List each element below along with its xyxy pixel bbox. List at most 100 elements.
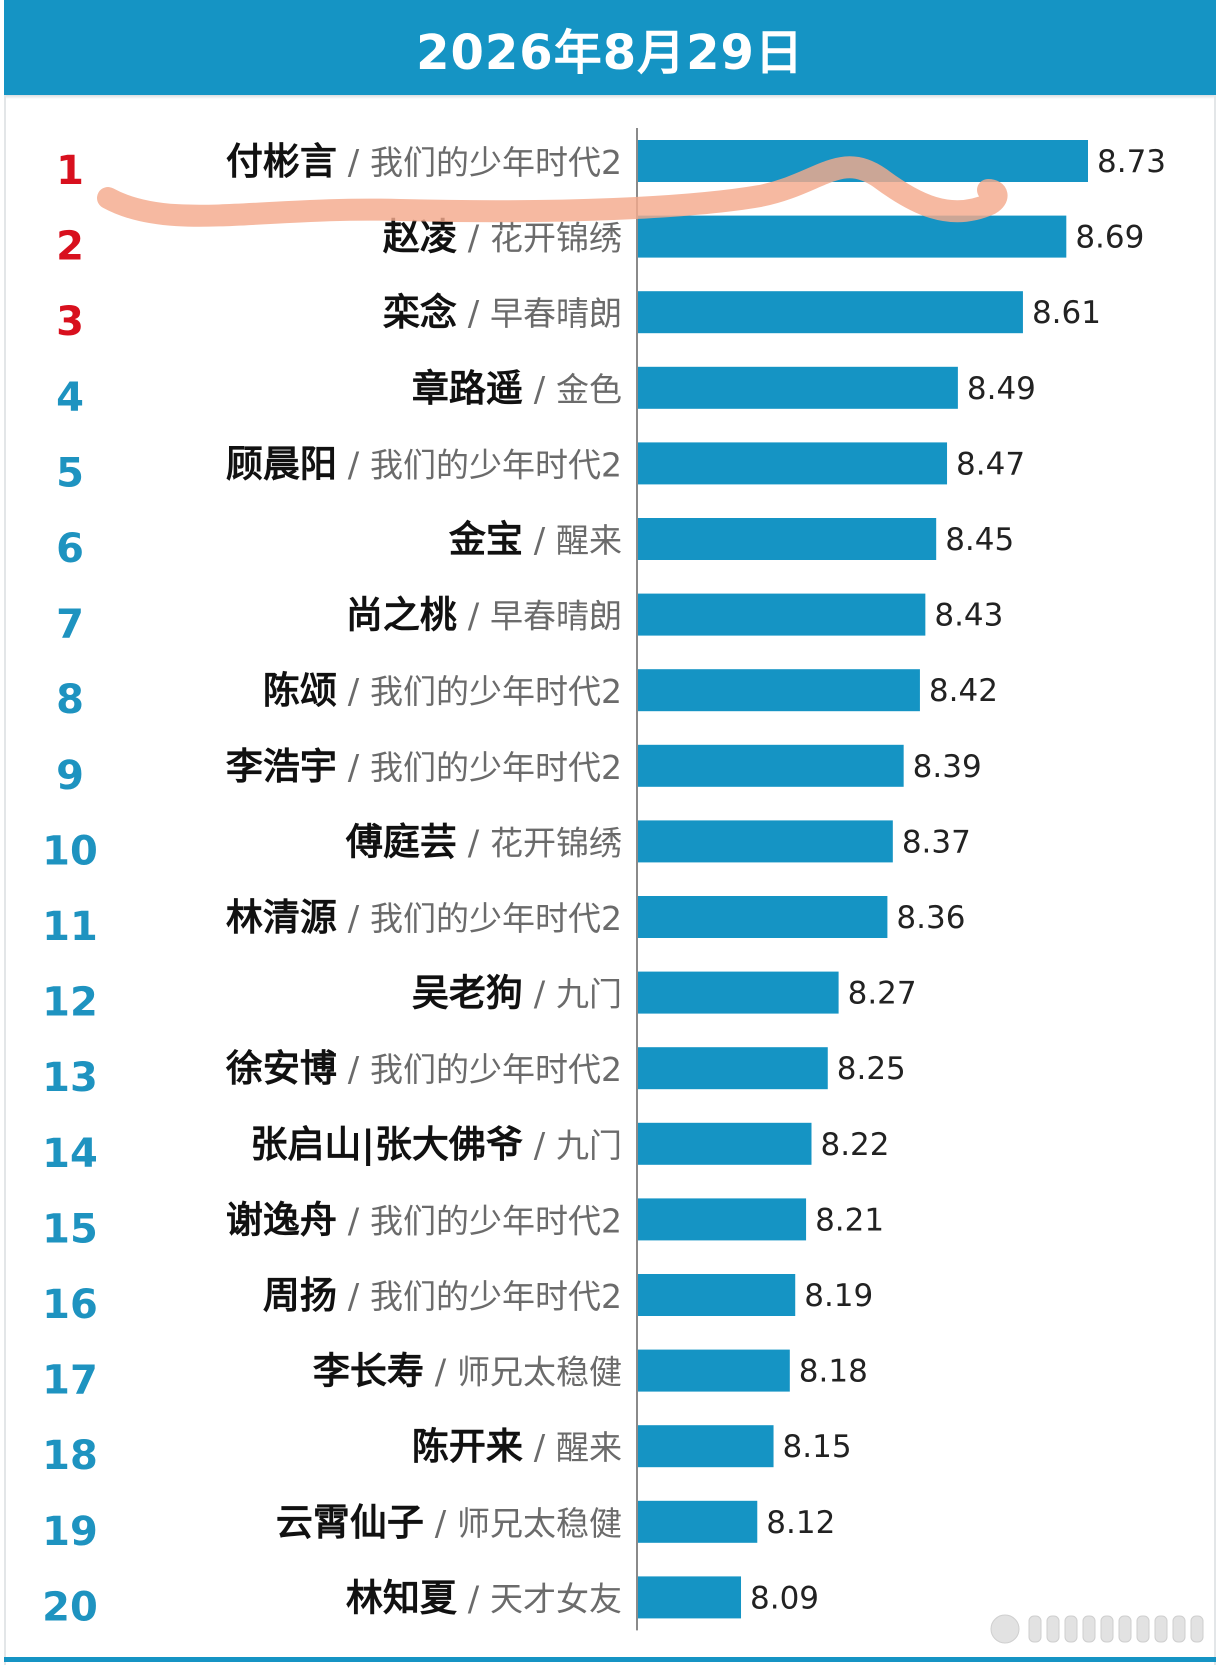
rank-label: 17 <box>42 1358 98 1404</box>
character-name: 章路遥 <box>412 367 523 410</box>
value-label: 8.19 <box>804 1278 873 1314</box>
show-name: 醒来 <box>556 521 622 560</box>
chart-row: 18 陈开来 / 醒来 8.15 <box>42 1425 852 1479</box>
row-label: 栾念 / 早春晴朗 <box>383 291 622 334</box>
row-label: 尚之桃 / 早春晴朗 <box>346 594 622 637</box>
bar <box>638 971 839 1014</box>
row-label: 李长寿 / 师兄太稳健 <box>313 1350 622 1393</box>
show-name: 师兄太稳健 <box>457 1353 622 1392</box>
character-name: 李长寿 <box>313 1350 424 1393</box>
label-separator: / <box>457 1579 490 1619</box>
row-label: 徐安博 / 我们的少年时代2 <box>225 1047 622 1090</box>
rank-label: 18 <box>42 1433 98 1479</box>
row-label: 云霄仙子 / 师兄太稳健 <box>276 1501 622 1544</box>
bar <box>638 1500 758 1543</box>
show-name: 醒来 <box>556 1428 622 1467</box>
chart-row: 17 李长寿 / 师兄太稳健 8.18 <box>42 1349 868 1404</box>
bar <box>638 1274 796 1316</box>
value-label: 8.69 <box>1075 220 1144 256</box>
character-name: 赵凌 <box>383 216 457 259</box>
character-name: 周扬 <box>263 1274 337 1317</box>
bottom-rule <box>4 1657 1216 1662</box>
value-label: 8.61 <box>1032 295 1101 331</box>
value-label: 8.22 <box>820 1127 889 1163</box>
rank-label: 6 <box>56 526 84 572</box>
chart-row: 14 张启山|张大佛爷 / 九门 8.22 <box>42 1122 890 1177</box>
bar <box>638 1122 812 1165</box>
row-label: 陈开来 / 醒来 <box>412 1425 622 1468</box>
show-name: 师兄太稳健 <box>457 1504 622 1543</box>
show-name: 花开锦绣 <box>490 219 622 258</box>
show-name: 花开锦绣 <box>490 823 622 862</box>
label-separator: / <box>337 1050 370 1090</box>
show-name: 早春晴朗 <box>490 597 622 636</box>
value-label: 8.15 <box>783 1429 852 1465</box>
character-name: 李浩宇 <box>226 745 337 788</box>
value-label: 8.73 <box>1097 144 1166 180</box>
row-label: 顾晨阳 / 我们的少年时代2 <box>226 442 622 485</box>
show-name: 九门 <box>556 975 622 1014</box>
chart-row: 20 林知夏 / 天才女友 8.09 <box>42 1576 819 1630</box>
value-label: 8.39 <box>913 749 982 785</box>
rank-label: 14 <box>42 1131 98 1177</box>
banner-shadow <box>4 95 1216 99</box>
value-label: 8.42 <box>929 673 998 709</box>
label-separator: / <box>337 143 370 183</box>
rank-label: 16 <box>42 1282 98 1328</box>
label-separator: / <box>523 1126 556 1166</box>
label-separator: / <box>337 445 370 485</box>
rank-label: 5 <box>56 450 84 496</box>
row-label: 谢逸舟 / 我们的少年时代2 <box>226 1198 622 1241</box>
label-separator: / <box>337 1277 370 1317</box>
row-label: 吴老狗 / 九门 <box>412 972 622 1015</box>
chart-row: 7 尚之桃 / 早春晴朗 8.43 <box>56 593 1003 648</box>
value-label: 8.49 <box>967 371 1036 407</box>
row-label: 章路遥 / 金色 <box>412 367 622 410</box>
label-separator: / <box>424 1353 457 1393</box>
character-name: 付彬言 <box>226 140 337 183</box>
show-name: 早春晴朗 <box>490 294 622 333</box>
label-separator: / <box>457 597 490 637</box>
show-name: 天才女友 <box>490 1579 622 1618</box>
value-label: 8.25 <box>837 1051 906 1087</box>
chart-title: 2026年8月29日 <box>416 24 804 81</box>
bar <box>638 1425 774 1468</box>
label-separator: / <box>457 294 490 334</box>
rank-label: 15 <box>42 1206 98 1252</box>
chart-row: 13 徐安博 / 我们的少年时代2 8.25 <box>42 1047 906 1101</box>
row-label: 陈颂 / 我们的少年时代2 <box>263 669 622 712</box>
highlight-stroke <box>97 156 1008 227</box>
bar <box>638 518 937 560</box>
character-name: 尚之桃 <box>346 594 457 637</box>
character-name: 吴老狗 <box>412 972 523 1015</box>
show-name: 我们的少年时代2 <box>370 899 622 938</box>
label-separator: / <box>523 1428 556 1468</box>
value-label: 8.09 <box>750 1580 819 1616</box>
character-name: 张启山|张大佛爷 <box>250 1123 523 1166</box>
bar <box>638 442 948 485</box>
chart-row: 3 栾念 / 早春晴朗 8.61 <box>56 291 1101 345</box>
left-border <box>4 95 6 1665</box>
value-label: 8.12 <box>766 1505 835 1541</box>
show-name: 我们的少年时代2 <box>370 143 622 182</box>
character-name: 林清源 <box>226 896 337 939</box>
label-separator: / <box>523 975 556 1015</box>
show-name: 九门 <box>556 1126 622 1165</box>
rank-label: 7 <box>56 602 84 648</box>
bar <box>638 820 893 863</box>
character-name: 云霄仙子 <box>276 1501 424 1544</box>
character-name: 陈开来 <box>412 1425 523 1468</box>
row-label: 林清源 / 我们的少年时代2 <box>226 896 622 939</box>
row-label: 傅庭芸 / 花开锦绣 <box>345 820 622 863</box>
chart-row: 8 陈颂 / 我们的少年时代2 8.42 <box>56 669 998 723</box>
show-name: 我们的少年时代2 <box>370 445 622 484</box>
label-separator: / <box>337 748 370 788</box>
bar <box>638 366 958 409</box>
chart-row: 19 云霄仙子 / 师兄太稳健 8.12 <box>42 1500 835 1555</box>
chart-row: 2 赵凌 / 花开锦绣 8.69 <box>56 215 1144 270</box>
watermark-logo <box>990 1614 1204 1644</box>
rank-label: 2 <box>56 224 84 270</box>
bar <box>638 215 1067 258</box>
